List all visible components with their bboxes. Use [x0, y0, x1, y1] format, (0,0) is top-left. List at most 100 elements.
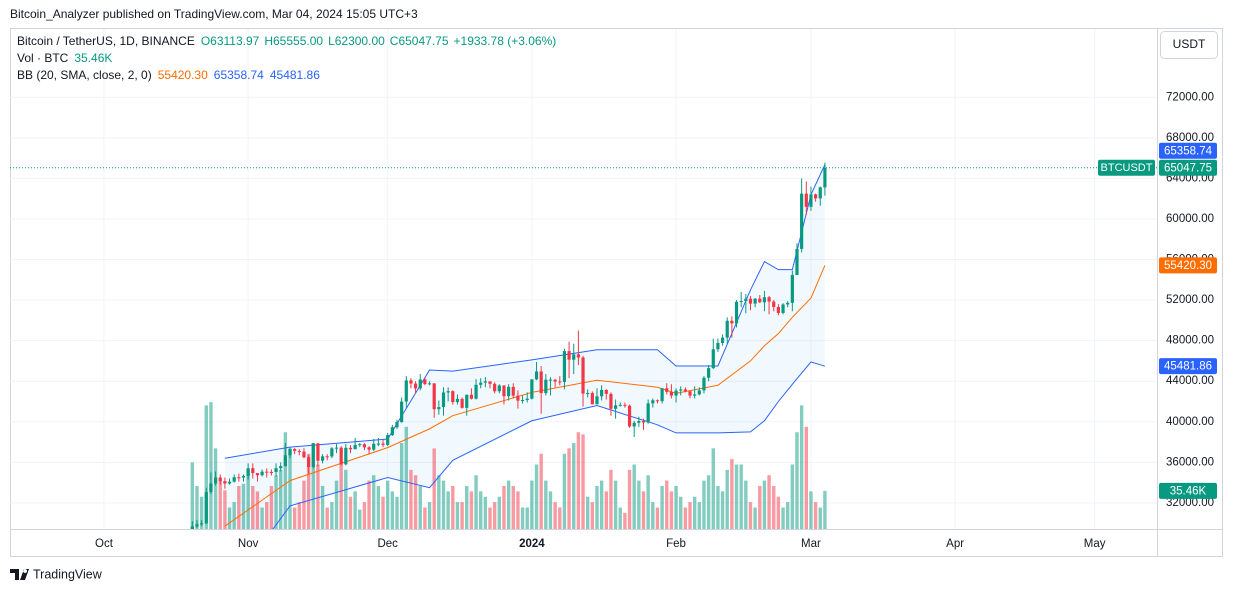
candle-body: [525, 398, 529, 400]
currency-button[interactable]: USDT: [1160, 31, 1218, 59]
volume-bar: [260, 507, 264, 529]
ticker-tag-box: [1098, 159, 1155, 176]
candle-body: [227, 481, 232, 484]
candle-body: [307, 457, 311, 468]
volume-bar: [753, 507, 757, 529]
brand: TradingView: [10, 567, 103, 581]
x-tick-label: 2024: [519, 538, 545, 550]
price-tag-box: [1159, 159, 1217, 176]
candle-body: [651, 400, 655, 404]
volume-bar: [232, 502, 236, 529]
volume-bar: [623, 512, 627, 529]
volume-bar: [785, 502, 790, 529]
candle-body: [376, 443, 380, 445]
volume-bar: [311, 442, 315, 529]
volume-bar: [255, 491, 260, 529]
volume-bar: [581, 434, 585, 529]
volume-bar: [209, 402, 213, 529]
candle-body: [804, 193, 808, 207]
candle-body: [544, 379, 548, 394]
candle-body: [348, 447, 353, 450]
candle-body: [418, 379, 422, 389]
legend-item: H65555.00: [264, 34, 323, 48]
candle-body: [474, 384, 478, 399]
candle-body: [241, 475, 246, 478]
volume-bar: [790, 464, 795, 529]
candle-body: [748, 298, 753, 304]
candle-body: [697, 390, 701, 395]
volume-bar: [302, 480, 306, 529]
volume-bar: [227, 507, 232, 529]
candle-body: [641, 420, 646, 423]
candle-body: [451, 391, 455, 403]
candle-body: [400, 401, 404, 423]
candle-body: [734, 301, 739, 324]
candle-body: [455, 398, 460, 403]
volume-bar: [720, 491, 725, 529]
candle-body: [223, 481, 227, 484]
y-tick-label: 60000.00: [1166, 213, 1214, 225]
candle-body: [590, 392, 594, 405]
candle-body: [818, 187, 822, 199]
volume-bar: [781, 507, 785, 529]
legend-line: Vol · BTC 35.46K: [17, 51, 112, 65]
volume-bar: [418, 485, 422, 529]
candle-body: [251, 468, 255, 474]
volume-bar: [590, 502, 595, 529]
candle-body: [707, 368, 711, 378]
candle-body: [669, 391, 674, 396]
candle-body: [283, 455, 287, 467]
candle-body: [744, 298, 748, 301]
currency-label[interactable]: USDT: [1173, 37, 1206, 51]
volume-bar: [646, 475, 650, 529]
price-tag: 35.46K: [1170, 485, 1207, 497]
volume-bar: [548, 491, 553, 529]
volume-bar: [492, 502, 497, 529]
candle-body: [786, 302, 790, 305]
volume-bar: [627, 469, 632, 529]
volume-bar: [585, 496, 590, 529]
volume-bar: [762, 480, 767, 529]
volume-bar: [813, 502, 818, 529]
volume-bar: [199, 496, 204, 529]
candle-body: [409, 380, 413, 384]
volume-bar: [265, 502, 269, 529]
candle-body: [367, 447, 371, 450]
volume-bar: [358, 509, 362, 529]
volume-bar: [804, 426, 808, 529]
volume-bar: [795, 432, 799, 529]
x-tick-label: Dec: [377, 538, 398, 550]
legend-item: BB (20, SMA, close, 2, 0): [17, 68, 152, 82]
volume-bar: [725, 469, 729, 529]
y-tick-label: 40000.00: [1166, 416, 1214, 428]
candle-body: [813, 194, 818, 199]
volume-bar: [306, 453, 311, 529]
candle-body: [469, 394, 474, 399]
volume-bar: [381, 496, 385, 529]
price-tag: 45481.86: [1164, 361, 1212, 373]
volume-bar: [660, 485, 664, 529]
candle-body: [265, 471, 269, 473]
y-tick-label: 36000.00: [1166, 456, 1214, 468]
candle-body: [660, 388, 664, 402]
candle-body: [502, 385, 506, 397]
volume-bar: [320, 485, 325, 529]
candle-body: [534, 371, 539, 380]
candle-body: [600, 389, 604, 397]
candle-body: [800, 193, 804, 249]
volume-bar: [488, 507, 492, 529]
volume-bar: [292, 507, 297, 529]
candle-body: [548, 379, 553, 381]
volume-bar: [767, 475, 771, 529]
candle-body: [311, 443, 315, 468]
volume-bar: [688, 502, 692, 529]
currency-box[interactable]: [1160, 31, 1218, 59]
volume-bar: [697, 502, 702, 529]
volume-bar: [734, 464, 739, 529]
volume-bar: [618, 507, 622, 529]
volume-bar: [330, 502, 334, 529]
volume-bar: [516, 491, 520, 529]
volume-bar: [641, 491, 646, 529]
y-tick-label: 68000.00: [1166, 132, 1214, 144]
legend-item: C65047.75: [390, 34, 449, 48]
